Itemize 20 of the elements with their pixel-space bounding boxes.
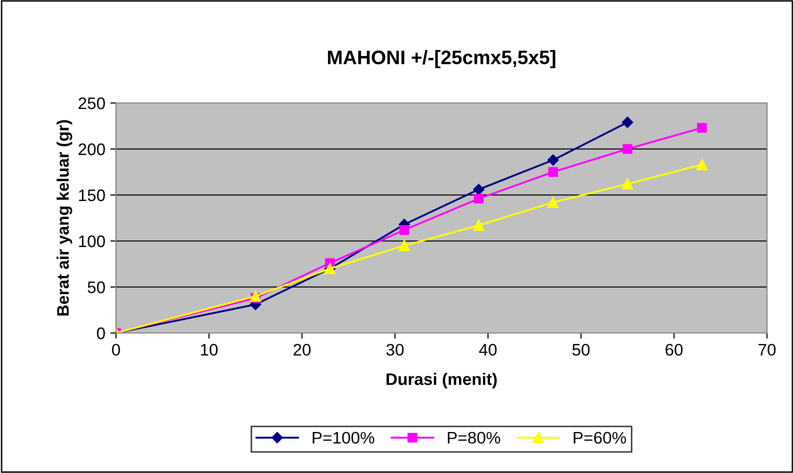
x-tick-label: 40 xyxy=(479,344,497,356)
y-tick-label: 200 xyxy=(78,143,105,156)
x-tick-label: 20 xyxy=(294,344,311,356)
y-tick-label: 150 xyxy=(79,189,105,202)
chart-title: MAHONI +/-[25cmx5,5x5] xyxy=(328,50,556,68)
x-tick-label: 0 xyxy=(112,344,120,356)
legend-label: P=60% xyxy=(574,432,626,444)
legend-label: P=80% xyxy=(448,432,500,444)
x-axis-title: Durasi (menit) xyxy=(386,372,497,388)
x-tick-label: 60 xyxy=(666,344,683,356)
y-tick-label: 250 xyxy=(78,97,105,110)
y-axis-title: Berat air yang keluar (gr) xyxy=(56,120,72,316)
y-tick-label: 0 xyxy=(96,327,105,340)
legend-label: P=100% xyxy=(312,432,374,444)
x-tick-label: 70 xyxy=(758,344,776,356)
y-tick-label: 100 xyxy=(79,235,105,248)
x-tick-label: 50 xyxy=(572,344,590,356)
x-tick-label: 10 xyxy=(201,344,218,356)
y-tick-label: 50 xyxy=(88,281,105,294)
x-tick-label: 30 xyxy=(386,344,404,356)
